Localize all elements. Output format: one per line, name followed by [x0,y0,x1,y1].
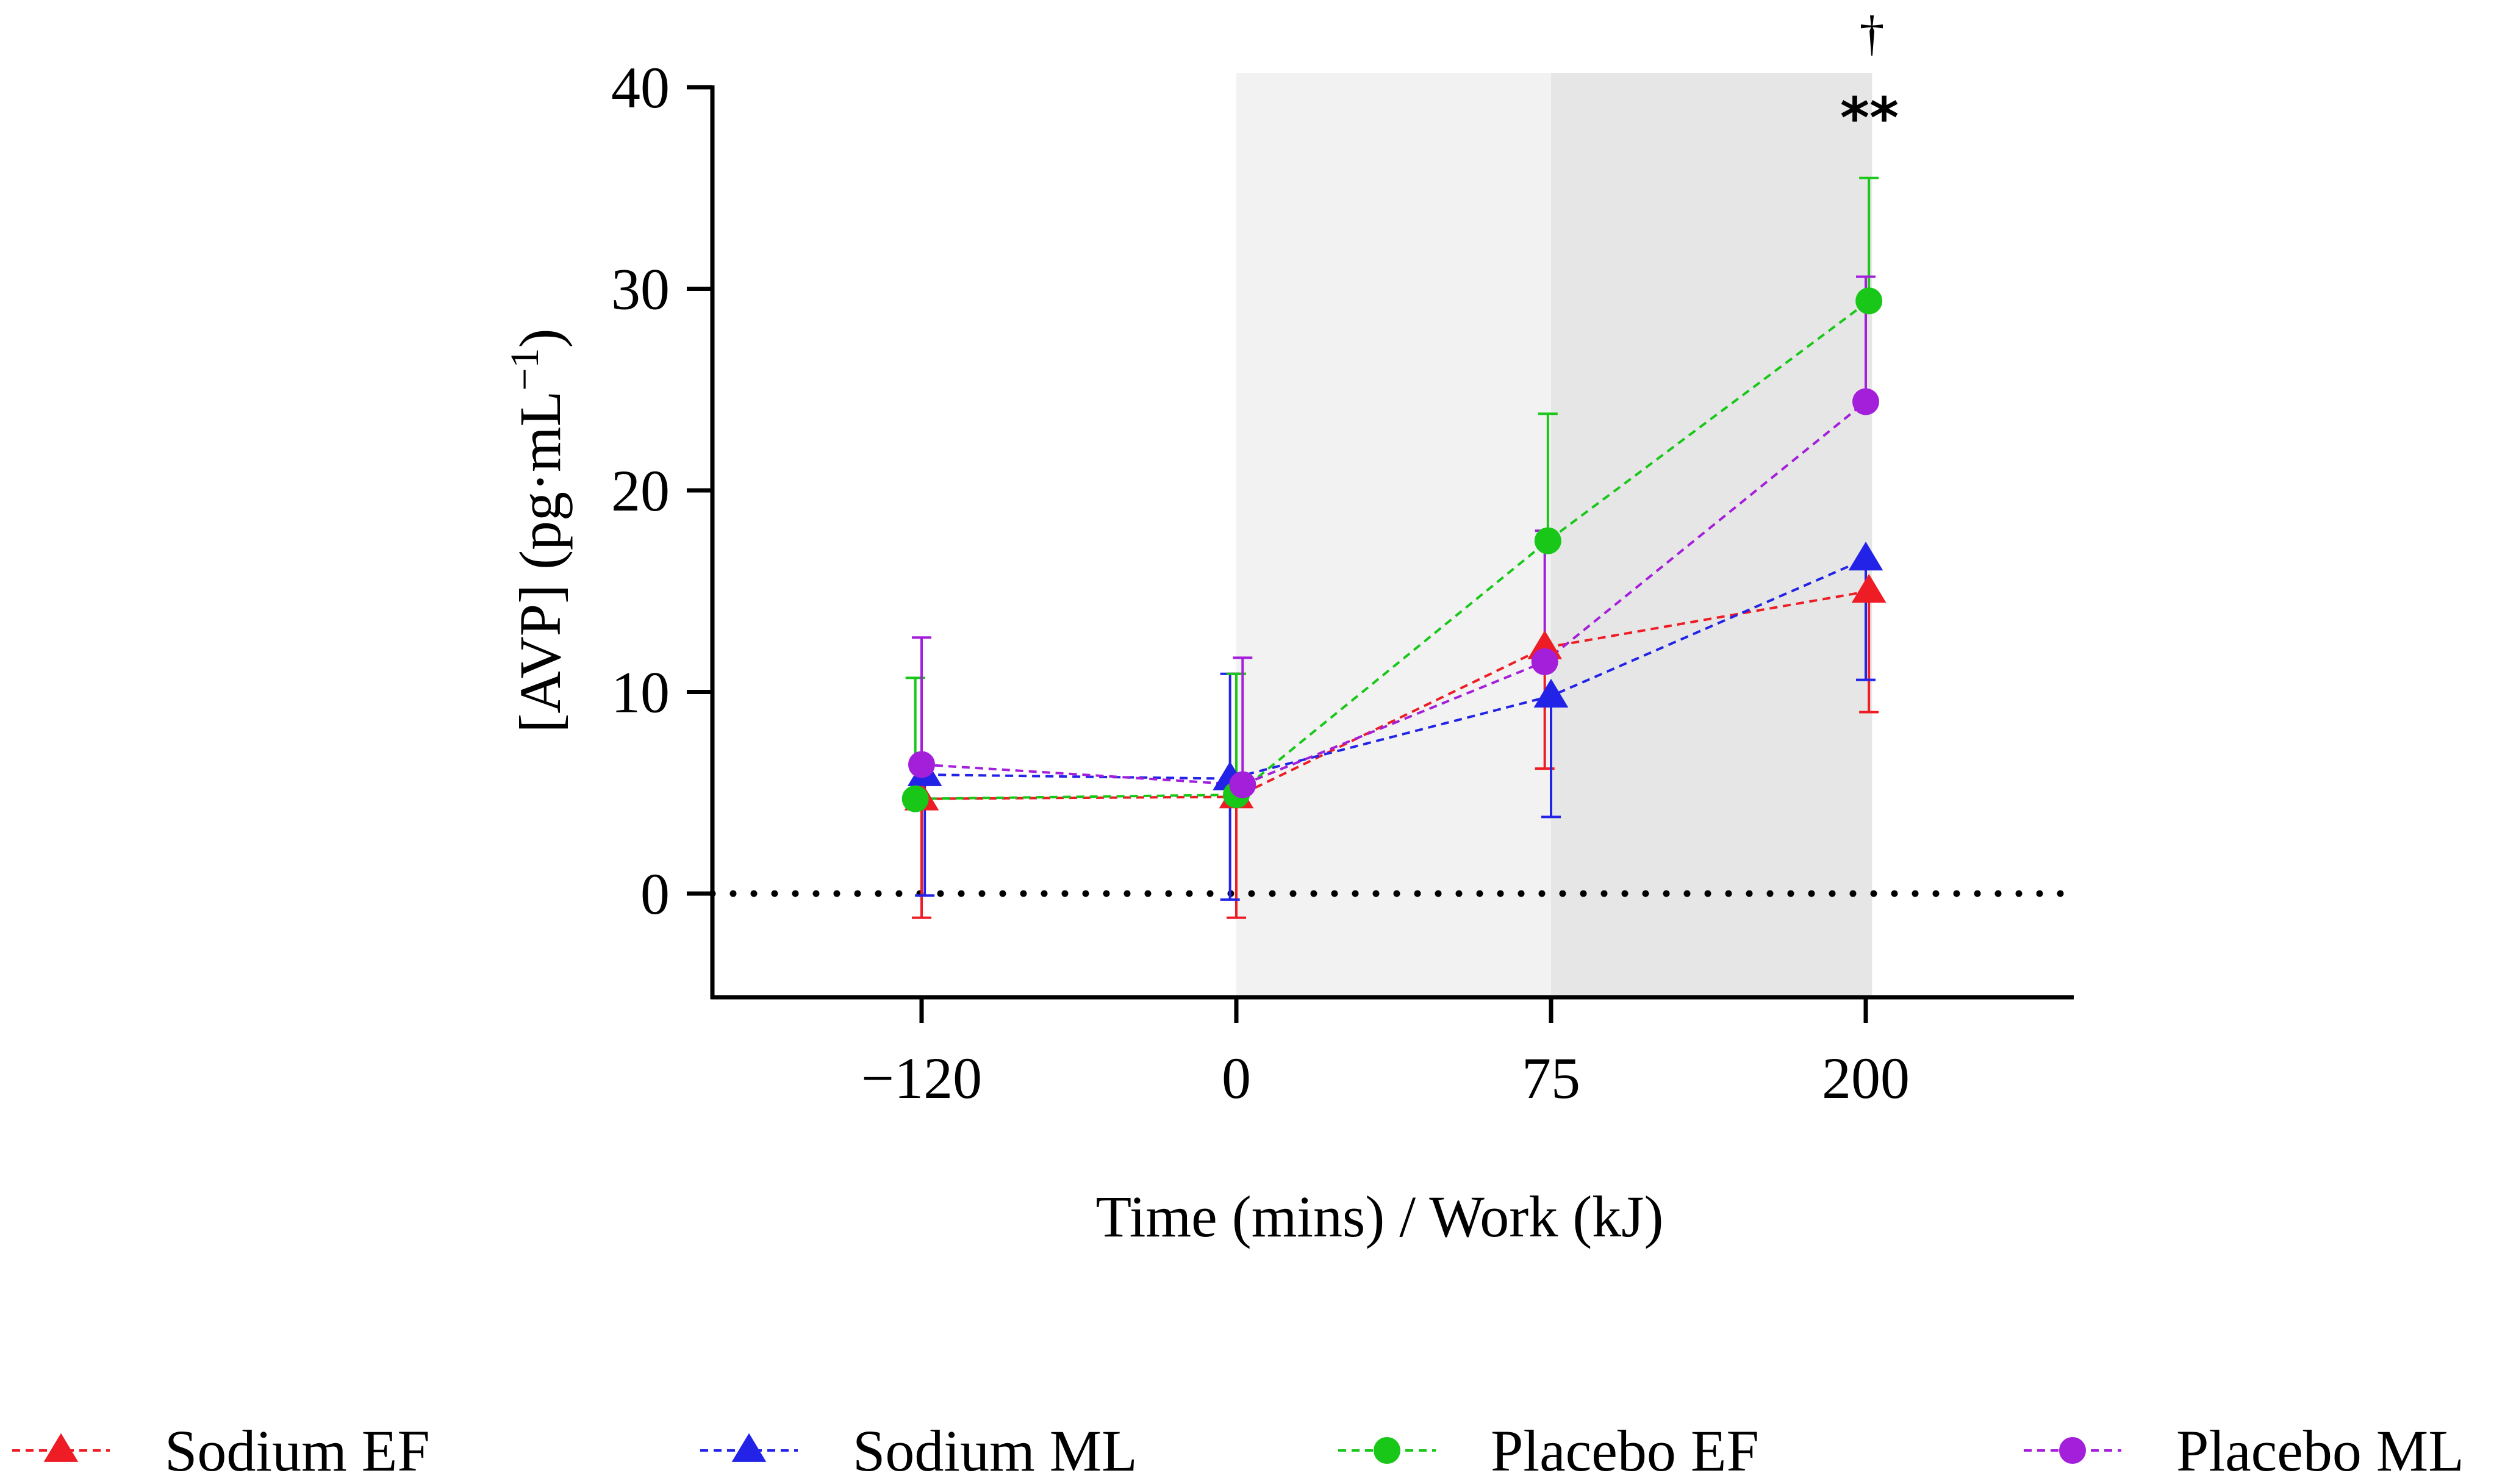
y-axis-ticks: 0 10 20 30 40 [611,55,712,927]
placebo-ml-line [921,401,1867,786]
axes [710,85,2074,1000]
shaded-regions [1236,73,1872,997]
y-axis-title-close: ) [507,328,573,348]
legend-label-placebo-ef: Placebo EF [1491,1418,1759,1483]
placebo-ef-point [901,785,929,812]
legend-label-sodium-ef: Sodium EF [165,1418,430,1483]
x-tick-label: −120 [861,1045,982,1111]
x-tick-label: 0 [1222,1045,1251,1111]
legend-marker-sodium-ef [43,1433,79,1462]
sodium-ml-line [925,557,1866,780]
placebo-ml-point [1852,388,1879,415]
y-tick-label: 40 [611,55,670,120]
x-tick-label: 75 [1522,1045,1580,1111]
legend-marker-placebo-ef [1374,1437,1400,1464]
dagger-annotation: † [1860,5,1885,61]
y-axis-title: [AVP] (pg·mL−1) [503,328,573,733]
y-axis-title-exponent: −1 [503,348,547,390]
data-markers [901,287,1887,812]
significance-annotations: † ** [1840,5,1899,151]
x-axis-title: Time (mins) / Work (kJ) [1096,1184,1664,1249]
series-lines [915,299,1870,800]
placebo-ef-point [1855,287,1883,315]
placebo-ml-point [1229,771,1256,798]
legend-label-sodium-ml: Sodium ML [853,1418,1138,1483]
placebo-ml-point [908,751,935,778]
sodium-ef-point [1851,573,1887,603]
legend-marker-sodium-ml [731,1433,767,1462]
y-tick-label: 30 [611,257,670,322]
x-axis-ticks: −120 0 75 200 [861,997,1910,1111]
legend: Sodium EF Sodium ML Placebo EF Placebo ML [12,1418,2464,1483]
sodium-ml-point [1848,542,1883,571]
x-tick-label: 200 [1822,1045,1910,1111]
y-tick-label: 10 [611,660,670,725]
sodium-ef-line [921,590,1869,800]
shaded-region-1 [1236,73,1551,997]
significance-stars: ** [1840,85,1899,151]
shaded-region-2 [1551,73,1872,997]
legend-marker-placebo-ml [2059,1437,2086,1464]
y-tick-label: 0 [640,861,670,927]
placebo-ml-point [1531,648,1558,675]
legend-label-placebo-ml: Placebo ML [2176,1418,2464,1483]
placebo-ef-point [1534,527,1561,554]
sodium-ml-point [1533,678,1569,708]
y-tick-label: 20 [611,458,670,523]
